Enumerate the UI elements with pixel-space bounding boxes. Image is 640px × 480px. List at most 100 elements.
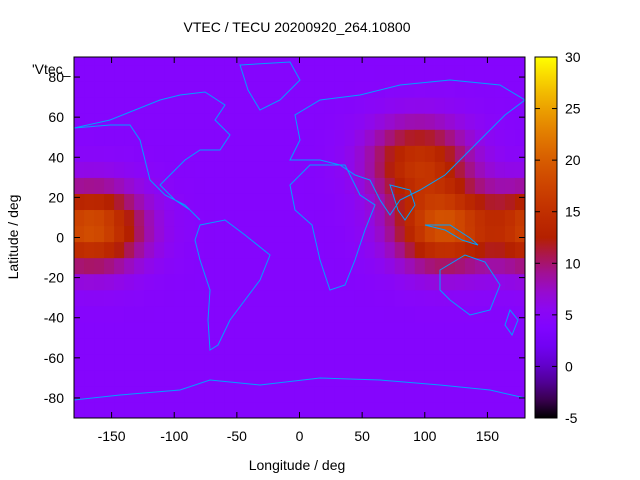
heatmap-cell-348	[224, 353, 235, 371]
heatmap-cell-52	[94, 305, 105, 323]
heatmap-cell-17	[74, 129, 85, 146]
heatmap-cell-431	[254, 129, 266, 146]
coast-north-america	[74, 91, 231, 221]
heatmap-cell-672	[364, 321, 376, 339]
heatmap-cell-612	[334, 177, 346, 194]
heatmap-cell-218	[164, 225, 175, 243]
heatmap-cell-517	[294, 225, 306, 243]
heatmap-cell-531	[304, 369, 316, 387]
heatmap-cell-496	[284, 193, 296, 211]
heatmap-cell-631	[344, 241, 356, 259]
heatmap-cell-987	[494, 65, 506, 82]
heatmap-cell-378	[234, 241, 245, 259]
heatmap-cells	[74, 57, 525, 418]
heatmap-cell-780	[404, 65, 416, 82]
heatmap-cell-1008	[504, 97, 516, 114]
heatmap-cell-304	[204, 321, 215, 339]
heatmap-cell-209	[164, 369, 175, 387]
heatmap-cell-794	[414, 209, 426, 227]
heatmap-cell-61	[94, 161, 105, 178]
heatmap-cell-4	[74, 337, 85, 355]
heatmap-cell-46	[94, 401, 105, 418]
heatmap-cell-734	[384, 65, 396, 82]
heatmap-cell-469	[274, 257, 286, 275]
heatmap-cell-1006	[504, 129, 516, 146]
heatmap-cell-696	[374, 305, 386, 323]
heatmap-cell-66	[94, 81, 105, 98]
heatmap-cell-28	[84, 321, 95, 339]
heatmap-cell-155	[134, 129, 145, 146]
heatmap-cell-805	[424, 401, 436, 418]
heatmap-cell-416	[254, 369, 266, 387]
heatmap-cell-354	[224, 257, 235, 275]
heatmap-cell-752	[394, 145, 406, 162]
heatmap-cell-972	[494, 305, 506, 323]
heatmap-cell-773	[404, 177, 416, 194]
heatmap-cell-689	[364, 57, 376, 66]
heatmap-cell-524	[294, 113, 306, 130]
heatmap-cell-406	[244, 161, 255, 178]
heatmap-cell-284	[194, 273, 205, 291]
heatmap-cell-243	[174, 193, 185, 211]
heatmap-cell-768	[404, 257, 416, 275]
heatmap-cell-871	[444, 81, 456, 98]
heatmap-cell-924	[474, 337, 486, 355]
heatmap-cell-137	[124, 57, 135, 66]
heatmap-cell-110	[114, 113, 125, 130]
heatmap-cell-762	[404, 353, 416, 371]
heatmap-cell-125	[124, 241, 135, 259]
heatmap-cell-558	[314, 305, 326, 323]
heatmap-cell-325	[214, 353, 225, 371]
heatmap-cell-822	[424, 129, 436, 146]
heatmap-cell-402	[244, 225, 255, 243]
heatmap-cell-489	[284, 305, 296, 323]
heatmap-cell-387	[234, 97, 245, 114]
heatmap-cell-878	[454, 337, 466, 355]
heatmap-cell-817	[424, 209, 436, 227]
heatmap-cell-434	[254, 81, 266, 98]
heatmap-cell-158	[134, 81, 145, 98]
heatmap-cell-914	[464, 129, 476, 146]
heatmap-cell-356	[224, 225, 235, 243]
heatmap-cell-320	[204, 65, 215, 82]
heatmap-cell-922	[474, 369, 486, 387]
heatmap-cell-943	[484, 401, 496, 418]
heatmap-cell-970	[494, 337, 506, 355]
heatmap-cell-230	[174, 401, 185, 418]
heatmap-cell-557	[314, 321, 326, 339]
heatmap-cell-1003	[504, 177, 516, 194]
heatmap-cell-277	[194, 385, 205, 403]
heatmap-cell-45	[84, 57, 95, 66]
heatmap-cell-430	[254, 145, 266, 162]
heatmap-cell-566	[314, 177, 326, 194]
heatmap-cell-946	[484, 353, 496, 371]
heatmap-cell-784	[414, 369, 426, 387]
heatmap-cell-446	[264, 257, 276, 275]
heatmap-cell-295	[194, 97, 205, 114]
heatmap-cell-521	[294, 161, 306, 178]
heatmap-cell-666	[354, 57, 366, 66]
heatmap-cell-247	[174, 129, 185, 146]
heatmap-cell-728	[384, 161, 396, 178]
heatmap-cell-1013	[514, 385, 525, 403]
heatmap-cell-791	[414, 257, 426, 275]
heatmap-cell-698	[374, 273, 386, 291]
heatmap-cell-484	[284, 385, 296, 403]
heatmap-cell-481	[274, 65, 286, 82]
heatmap-cell-195	[154, 225, 165, 243]
heatmap-cell-906	[464, 257, 476, 275]
heatmap-cell-995	[504, 305, 516, 323]
heatmap-cell-735	[384, 57, 396, 66]
heatmap-cell-22	[74, 57, 85, 66]
heatmap-cell-447	[264, 241, 276, 259]
heatmap-cell-393	[244, 369, 255, 387]
heatmap-cell-257	[184, 337, 195, 355]
heatmap-cell-940	[474, 81, 486, 98]
heatmap-cell-645	[354, 385, 366, 403]
y-tick-label-3: -20	[44, 270, 64, 286]
chart-title: VTEC / TECU 20200920_264.10800	[183, 19, 410, 35]
heatmap-cell-692	[374, 369, 386, 387]
heatmap-cell-835	[434, 289, 446, 307]
heatmap-cell-1	[74, 385, 85, 403]
heatmap-cell-224	[164, 129, 175, 146]
